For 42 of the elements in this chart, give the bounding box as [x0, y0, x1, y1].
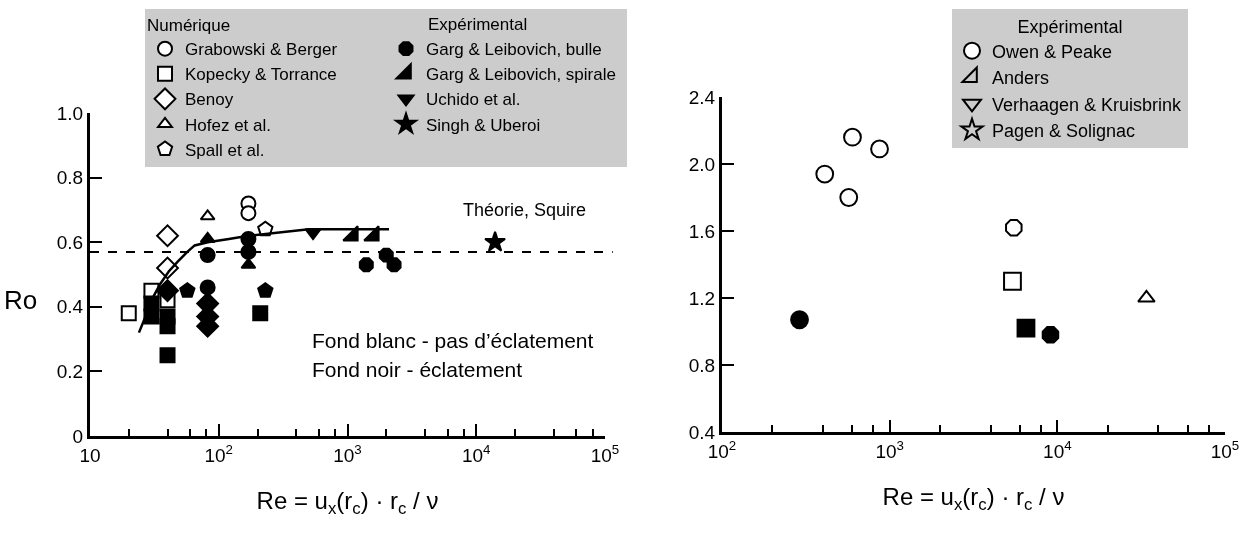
legend-label: Garg & Leibovich, bulle	[426, 40, 602, 60]
y-tick-label: 1.2	[688, 287, 716, 309]
y-tick-label: 2.4	[688, 86, 716, 108]
y-tick-label: 0	[72, 425, 84, 447]
legend-label: Grabowski & Berger	[185, 40, 338, 60]
y-axis-title: Ro	[4, 285, 38, 315]
y-tick-label: 0.6	[56, 231, 84, 253]
legend-label: Kopecky & Torrance	[185, 65, 337, 85]
legend-label: Singh & Uberoi	[426, 115, 541, 135]
legend-label: Anders	[992, 68, 1050, 89]
legend-label: Owen & Peake	[992, 41, 1113, 62]
y-tick-label: 0.2	[56, 361, 84, 383]
legend-label: Uchido et al.	[426, 90, 521, 110]
y-tick-label: 1.0	[56, 102, 84, 124]
legend-label: Benoy	[185, 90, 234, 110]
x-tick-label: 10$^{5}$	[1210, 437, 1240, 462]
x-tick-label: 10$^{4}$	[1043, 437, 1072, 462]
x-tick-label: 10	[79, 444, 101, 466]
annotation: Fond blanc - pas d’éclatement	[312, 329, 594, 352]
legend-label: Spall et al.	[185, 140, 265, 160]
annotation: Fond noir - éclatement	[312, 358, 523, 381]
y-tick-label: 0.8	[688, 354, 716, 376]
y-tick-label: 0.4	[688, 421, 716, 443]
x-tick-label: 10$^{4}$	[461, 441, 491, 466]
legend-title: Numérique	[147, 16, 231, 36]
legend-label: Pagen & Solignac	[992, 120, 1136, 141]
y-tick-label: 0.8	[56, 167, 84, 189]
text: Expérimental	[428, 15, 528, 34]
x-tick-label: 10$^{3}$	[333, 441, 362, 466]
y-tick-label: 0.4	[56, 296, 84, 318]
y-tick-label: 2.0	[688, 153, 716, 175]
legend-label: Hofez et al.	[185, 115, 271, 135]
x-tick-label: 10$^{5}$	[590, 441, 620, 466]
x-tick-label: 10$^{2}$	[204, 441, 234, 466]
ref-line-label: Théorie, Squire	[463, 200, 587, 220]
legend-label: Garg & Leibovich, spirale	[426, 65, 616, 85]
legend-label: Verhaagen & Kruisbrink	[992, 94, 1183, 115]
x-axis-title: Re = u$_{x}$(r$_{c}$) · r$_{c}$ / ν	[882, 483, 1065, 515]
legend-title: Expérimental	[1017, 16, 1123, 37]
x-axis-title: Re = u$_{x}$(r$_{c}$) · r$_{c}$ / ν	[256, 487, 439, 519]
x-tick-label: 10$^{3}$	[875, 437, 904, 462]
y-tick-label: 1.6	[688, 220, 716, 242]
